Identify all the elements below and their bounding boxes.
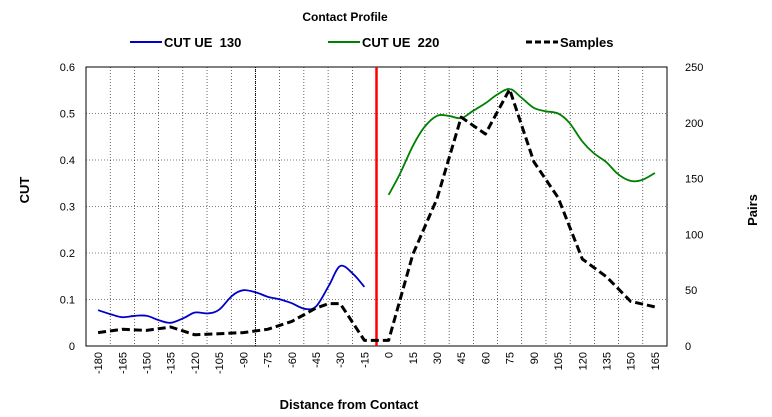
y-axis-right-label: Pairs: [745, 194, 760, 226]
y-right-tick-label: 200: [685, 118, 703, 130]
y-right-tick-label: 250: [685, 62, 703, 74]
y-left-tick-label: 0.3: [60, 202, 75, 214]
x-axis-ticks: -180 -165 -150 -135 -120 -105 -90 -75 -60 -45 -30-…: [93, 352, 662, 374]
x-tick-label: 150: [626, 352, 638, 370]
x-tick-label: 30: [432, 352, 444, 364]
x-tick-label: -135: [166, 352, 178, 374]
x-tick-label: 120: [577, 352, 589, 370]
series-line-cut-ue-220: [387, 87, 656, 196]
y-axis-left-label: CUT: [17, 177, 32, 204]
x-tick-label: -180: [93, 352, 105, 374]
series-line-samples: [97, 87, 656, 342]
chart-title: Contact Profile: [302, 10, 388, 24]
y-left-tick-label: 0.1: [60, 295, 75, 307]
legend: CUT UE 130 CUT UE 220 Samples: [130, 35, 613, 50]
x-tick-label: -105: [214, 352, 226, 374]
y-left-tick-label: 0: [69, 341, 75, 353]
series-line-cut-ue-130: [97, 264, 366, 324]
left-axis-ticks: 0 0.1 0.2 0.3 0.4 0.5 0.6: [60, 62, 75, 353]
x-tick-label: 0: [384, 352, 396, 358]
right-axis-ticks: 0 50 100 150 200 250: [685, 62, 703, 353]
x-tick-label: 45: [456, 352, 468, 364]
x-tick-label: -150: [142, 352, 154, 374]
x-tick-label: -45: [311, 352, 323, 368]
x-tick-label: 105: [553, 352, 565, 370]
y-left-tick-label: 0.6: [60, 62, 75, 74]
y-left-tick-label: 0.4: [60, 155, 75, 167]
legend-entry-samples: Samples: [526, 35, 613, 50]
x-tick-label: 90: [529, 352, 541, 364]
x-tick-label: -15: [359, 352, 371, 368]
y-right-tick-label: 100: [685, 229, 703, 241]
y-left-tick-label: 0.2: [60, 248, 75, 260]
x-tick-label: -165: [117, 352, 129, 374]
x-tick-label: 75: [505, 352, 517, 364]
reference-lines: [254, 67, 378, 346]
y-left-tick-label: 0.5: [60, 109, 75, 121]
legend-entry-cut-ue-220: CUT UE 220: [328, 35, 439, 50]
y-right-tick-label: 150: [685, 174, 703, 186]
x-tick-label: -120: [190, 352, 202, 374]
series-lines: [97, 87, 656, 342]
x-tick-label: -30: [335, 352, 347, 368]
x-tick-label: 15: [408, 352, 420, 364]
y-right-tick-label: 50: [685, 285, 697, 297]
legend-label-cut-ue-130: CUT UE 130: [164, 35, 241, 50]
x-tick-label: 165: [650, 352, 662, 370]
x-tick-label: 135: [601, 352, 613, 370]
x-tick-label: -90: [238, 352, 250, 368]
x-tick-label: 60: [480, 352, 492, 364]
legend-entry-cut-ue-130: CUT UE 130: [130, 35, 241, 50]
legend-label-cut-ue-220: CUT UE 220: [362, 35, 439, 50]
x-tick-label: -75: [263, 352, 275, 368]
y-right-tick-label: 0: [685, 341, 691, 353]
legend-label-samples: Samples: [560, 35, 613, 50]
x-axis-label: Distance from Contact: [280, 397, 419, 412]
x-tick-label: -60: [287, 352, 299, 368]
